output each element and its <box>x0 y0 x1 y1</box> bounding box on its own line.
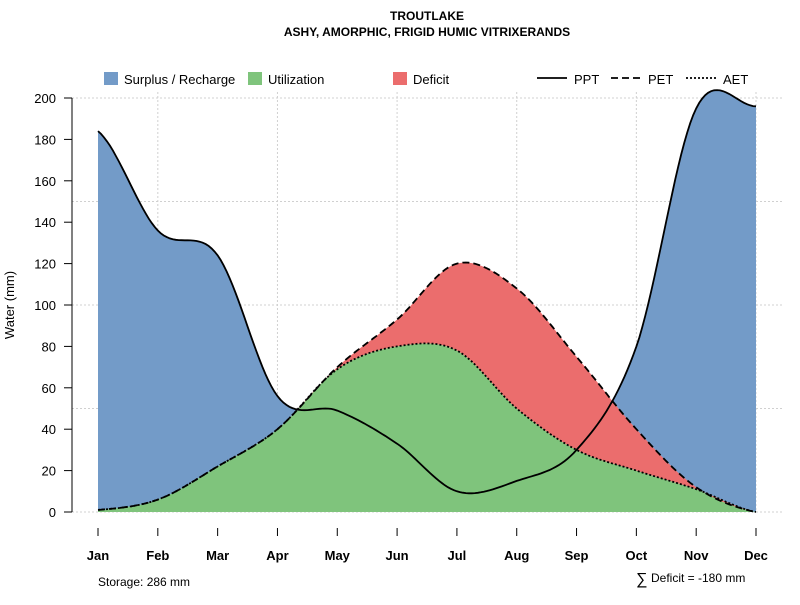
x-tick-label: Feb <box>146 548 169 563</box>
series-lines <box>97 89 757 513</box>
legend-label: Utilization <box>268 72 324 87</box>
y-tick-label: 100 <box>34 298 56 313</box>
x-tick-label: Nov <box>684 548 709 563</box>
y-tick-label: 60 <box>42 381 56 396</box>
x-tick-label: Aug <box>504 548 529 563</box>
x-tick-label: Mar <box>206 548 229 563</box>
y-tick-label: 80 <box>42 339 56 354</box>
x-tick-label: Apr <box>266 548 288 563</box>
x-tick-label: May <box>325 548 351 563</box>
deficit-area <box>98 262 756 512</box>
y-tick-label: 0 <box>49 505 56 520</box>
y-tick-label: 120 <box>34 257 56 272</box>
storage-annotation: Storage: 286 mm <box>98 575 190 589</box>
y-axis-label: Water (mm) <box>2 271 17 339</box>
legend-label: Surplus / Recharge <box>124 72 235 87</box>
x-tick-label: Dec <box>744 548 768 563</box>
y-tick-label: 40 <box>42 422 56 437</box>
x-tick-label: Jan <box>87 548 109 563</box>
x-tick-label: Sep <box>565 548 589 563</box>
deficit-annotation: Deficit = -180 mm <box>651 571 745 585</box>
series-line-aet <box>97 342 757 513</box>
legend-swatch <box>248 72 262 85</box>
y-tick-label: 200 <box>34 91 56 106</box>
legend-label: Deficit <box>413 72 450 87</box>
surplus-recharge-area <box>98 90 756 512</box>
chart-title: TROUTLAKE <box>390 9 464 23</box>
y-tick-label: 160 <box>34 174 56 189</box>
utilization-area <box>98 343 756 512</box>
y-tick-label: 20 <box>42 464 56 479</box>
legend-swatch <box>393 72 407 85</box>
legend-label: PET <box>648 72 673 87</box>
x-tick-label: Jun <box>386 548 409 563</box>
deficit-sum-icon: ∑ <box>636 571 647 588</box>
series-line-ppt <box>97 89 757 495</box>
legend-label: PPT <box>574 72 599 87</box>
y-tick-label: 180 <box>34 132 56 147</box>
chart-subtitle: ASHY, AMORPHIC, FRIGID HUMIC VITRIXERAND… <box>284 25 570 39</box>
areas <box>98 90 756 512</box>
legend-swatch <box>104 72 118 85</box>
y-axis: 0 20 40 60 80 100 120 140 160 180 200 <box>34 91 73 520</box>
legend: Surplus / Recharge Utilization Deficit PPT P… <box>104 72 748 87</box>
legend-label: AET <box>723 72 748 87</box>
x-tick-label: Jul <box>448 548 467 563</box>
x-axis: Jan Feb Mar Apr May Jun Jul Aug Sep Oct Nov Dec <box>87 528 768 563</box>
x-tick-label: Oct <box>626 548 648 563</box>
y-tick-label: 140 <box>34 215 56 230</box>
